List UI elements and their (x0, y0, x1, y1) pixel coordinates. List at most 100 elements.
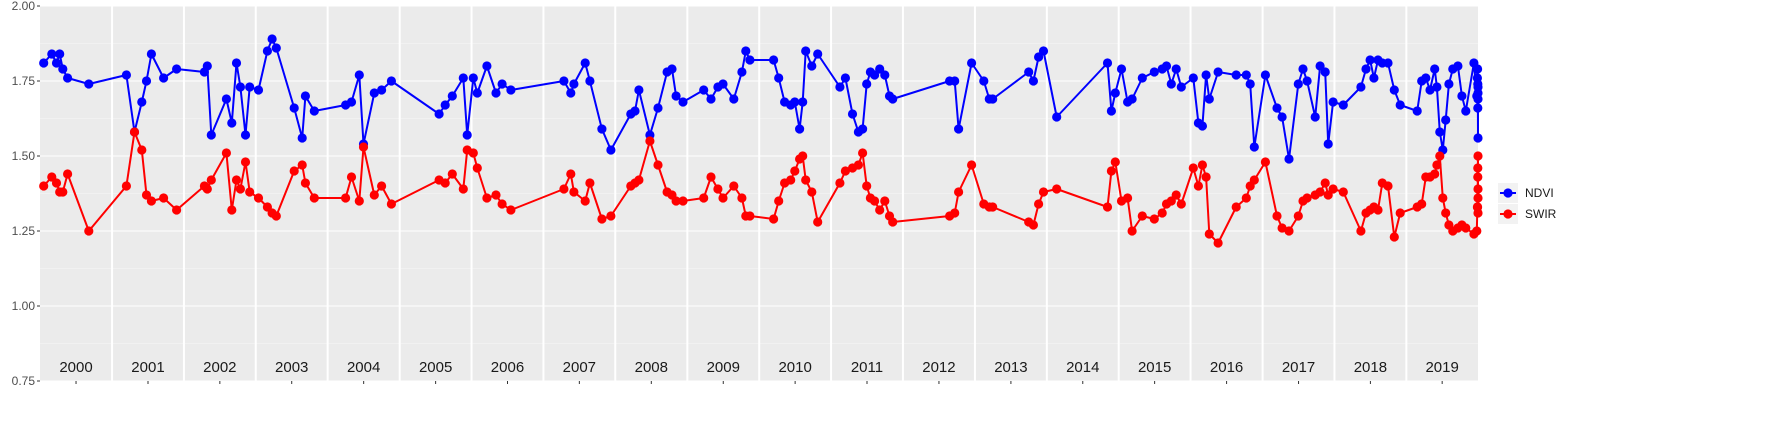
data-point (1110, 88, 1120, 98)
data-point (950, 76, 960, 86)
data-point (1315, 187, 1325, 197)
data-point (1369, 73, 1379, 83)
data-point (231, 175, 242, 185)
data-point (289, 103, 299, 113)
data-point (888, 217, 898, 227)
data-point (699, 193, 709, 203)
data-point (491, 190, 501, 200)
data-point (880, 196, 890, 206)
data-point (1249, 175, 1259, 185)
data-point (1241, 193, 1251, 203)
data-point (807, 61, 817, 71)
data-point (1412, 106, 1422, 116)
data-point (253, 193, 264, 203)
data-point (888, 94, 898, 104)
data-point (875, 205, 885, 215)
year-label: 2004 (347, 359, 380, 376)
data-point (1356, 82, 1366, 92)
data-point (1284, 226, 1294, 236)
data-point (121, 181, 131, 191)
data-point (559, 184, 569, 194)
data-point (1389, 232, 1399, 242)
data-point (1328, 184, 1338, 194)
data-point (346, 172, 357, 182)
data-point (1473, 163, 1483, 173)
data-point (1284, 154, 1294, 164)
data-point (1034, 199, 1044, 209)
data-point (1231, 202, 1241, 212)
data-point (798, 151, 808, 161)
data-point (1432, 82, 1442, 92)
data-point (847, 109, 858, 119)
y-axis: 0.75 1.00 1.25 1.50 1.75 2.00 (12, 0, 40, 388)
data-point (774, 73, 784, 83)
data-point (1293, 79, 1303, 89)
data-point (1038, 46, 1049, 56)
year-label: 2019 (1425, 359, 1458, 376)
data-point (386, 199, 396, 209)
data-point (358, 142, 369, 152)
data-point (597, 124, 607, 134)
data-point (1249, 142, 1259, 152)
data-point (506, 205, 516, 215)
data-point (741, 46, 751, 56)
year-label: 2008 (635, 359, 668, 376)
data-point (1193, 181, 1203, 191)
data-point (569, 187, 579, 197)
data-point (840, 73, 851, 83)
data-point (1473, 133, 1483, 143)
data-point (954, 124, 964, 134)
data-point (1473, 64, 1483, 74)
data-point (447, 91, 457, 101)
data-point (967, 58, 977, 68)
data-point (1421, 73, 1431, 83)
data-point (227, 118, 237, 128)
legend-label: SWIR (1525, 207, 1557, 221)
data-point (1338, 187, 1348, 197)
data-point (1473, 208, 1483, 218)
data-point (1116, 64, 1127, 74)
data-point (801, 46, 811, 56)
data-point (235, 82, 245, 92)
data-point (262, 46, 272, 56)
data-point (1320, 178, 1330, 188)
legend-item-ndvi: NDVI (1498, 183, 1554, 203)
year-label: 2014 (1066, 359, 1099, 376)
data-point (798, 97, 808, 107)
data-point (1106, 166, 1116, 176)
data-point (1110, 157, 1120, 167)
data-point (1171, 190, 1181, 200)
year-labels: 2000 2001 2002 2003 2004 2005 2006 2007 2008 2009… (59, 359, 1459, 384)
data-point (988, 202, 998, 212)
y-tick-label: 1.00 (12, 299, 36, 313)
data-point (1461, 223, 1471, 233)
data-point (1473, 184, 1483, 194)
data-point (1231, 70, 1241, 80)
year-label: 2012 (922, 359, 955, 376)
data-point (790, 166, 800, 176)
data-point (786, 175, 796, 185)
data-point (667, 64, 677, 74)
data-point (1106, 106, 1116, 116)
data-point (737, 193, 747, 203)
y-tick-label: 1.25 (12, 224, 36, 238)
data-point (835, 178, 845, 188)
data-point (1204, 229, 1214, 239)
data-point (491, 88, 501, 98)
data-point (1260, 70, 1270, 80)
data-point (1430, 64, 1440, 74)
data-point (1472, 226, 1482, 236)
data-point (1245, 79, 1255, 89)
data-point (1137, 73, 1147, 83)
data-point (172, 64, 182, 74)
data-point (1272, 211, 1282, 221)
data-point (55, 49, 65, 59)
data-point (718, 193, 728, 203)
data-point (341, 193, 351, 203)
data-point (1389, 85, 1399, 95)
data-point (1338, 100, 1348, 110)
data-point (967, 160, 977, 170)
data-point (1435, 151, 1445, 161)
data-point (606, 211, 616, 221)
data-point (790, 97, 800, 107)
